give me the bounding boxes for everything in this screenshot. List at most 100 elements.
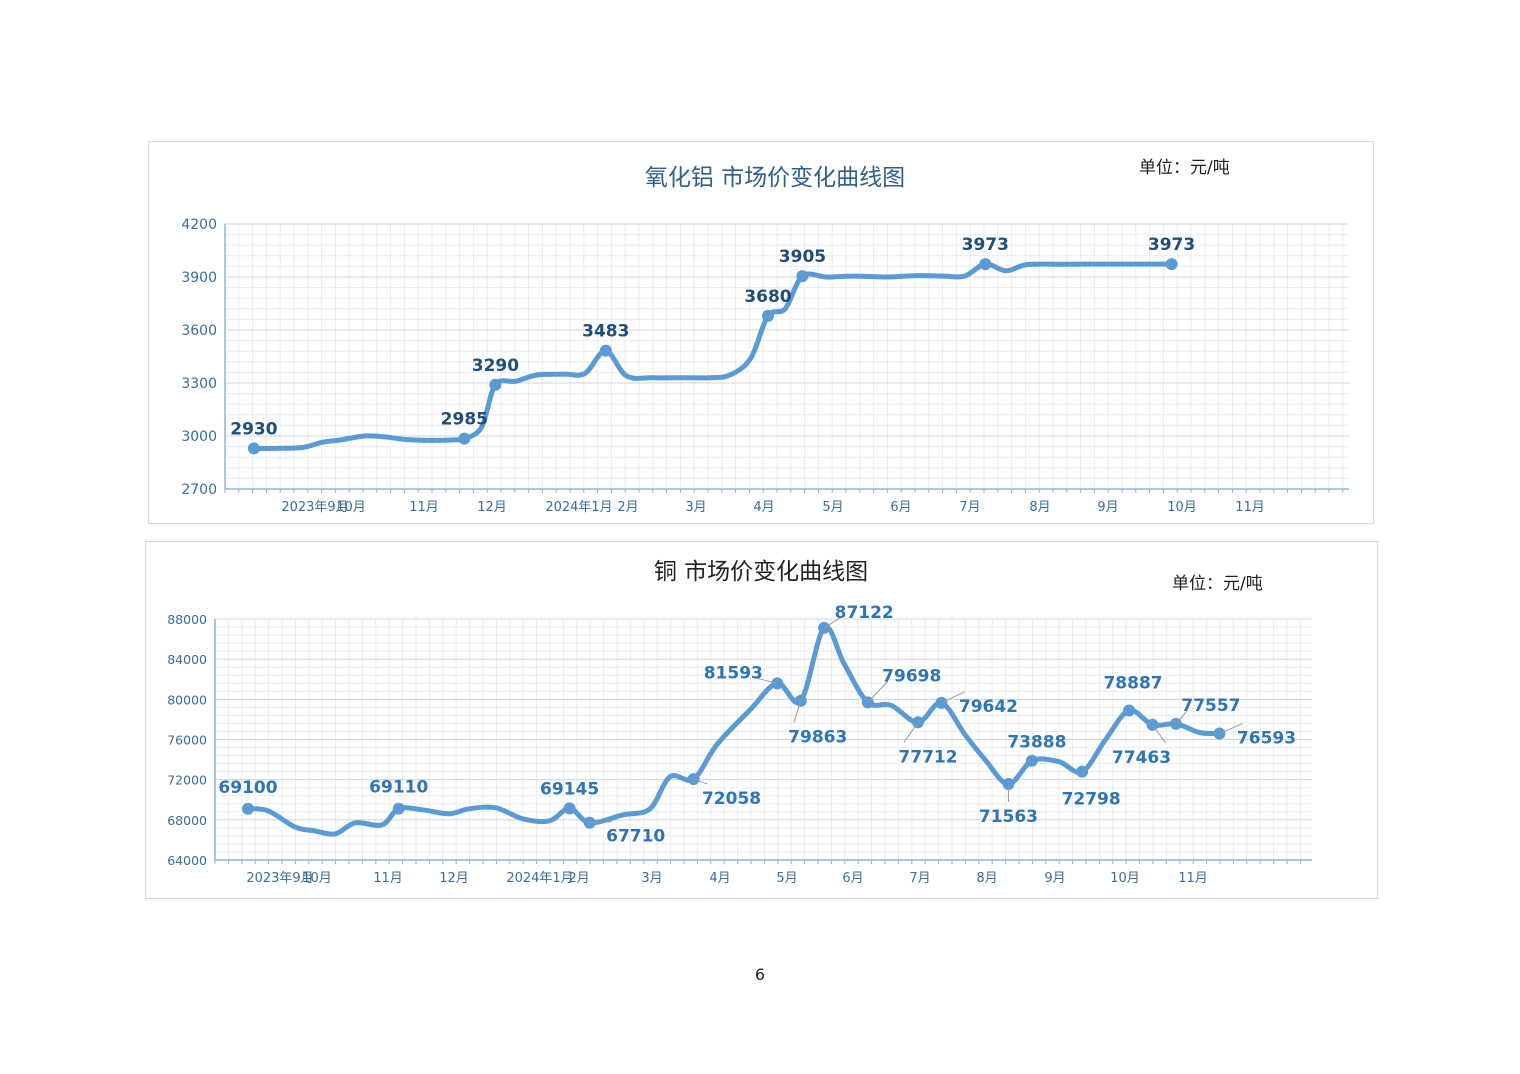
x-tick-label: 3月 [641, 871, 662, 886]
data-label: 72798 [1062, 790, 1121, 810]
data-label-leader [941, 691, 965, 704]
data-label: 77557 [1181, 696, 1240, 716]
data-label: 72058 [702, 789, 761, 809]
data-point [599, 344, 612, 357]
data-label: 77712 [898, 747, 957, 767]
data-label-leader [1175, 710, 1188, 725]
data-point [247, 442, 260, 455]
y-tick-label: 88000 [167, 612, 207, 627]
x-tick-label: 9月 [1097, 500, 1118, 515]
x-tick-label: 2023年9月 [246, 871, 313, 886]
x-tick-label: 10月 [336, 500, 366, 515]
x-tick-label: 10月 [1110, 871, 1140, 886]
data-label: 3973 [962, 235, 1009, 255]
data-point [912, 716, 924, 729]
data-label-leader [823, 617, 841, 629]
data-label: 3680 [744, 287, 791, 307]
y-tick-label: 4200 [181, 217, 217, 233]
x-tick-label: 11月 [1235, 500, 1265, 515]
data-point [979, 258, 992, 271]
data-label-leader [1152, 724, 1166, 744]
x-tick-label: 9月 [1044, 871, 1065, 886]
x-tick-label: 11月 [1178, 871, 1208, 886]
y-tick-label: 80000 [167, 692, 207, 707]
x-tick-label: 2月 [568, 871, 589, 886]
chart1-title: 氧化铝 市场价变化曲线图 [645, 165, 905, 191]
x-tick-label: 7月 [909, 871, 930, 886]
copper-chart: 铜 市场价变化曲线图 单位：元/吨 88000 84000 80000 76000 7200… [167, 559, 1312, 886]
alumina-chart-panel: 氧化铝 市场价变化曲线图 单位：元/吨 4200 3900 3600 3300 3000 27… [148, 141, 1374, 524]
data-point [1165, 258, 1178, 271]
x-tick-label: 8月 [976, 871, 997, 886]
x-tick-label: 12月 [439, 871, 469, 886]
x-tick-label: 4月 [753, 500, 774, 515]
x-tick-label: 11月 [409, 500, 439, 515]
alumina-chart: 氧化铝 市场价变化曲线图 单位：元/吨 4200 3900 3600 3300 3000 27… [181, 158, 1349, 515]
data-label-leader [793, 700, 802, 723]
y-tick-label: 3600 [181, 323, 217, 339]
x-tick-label: 10月 [302, 871, 332, 886]
data-label: 81593 [704, 663, 763, 683]
data-point [1123, 704, 1136, 717]
x-tick-label: 6月 [890, 500, 911, 515]
x-tick-label: 2024年1月 [545, 500, 612, 515]
y-tick-label: 3300 [181, 376, 217, 392]
y-tick-label: 68000 [167, 813, 207, 828]
data-label: 2985 [441, 410, 488, 430]
data-label-leader [867, 681, 889, 703]
data-point [392, 802, 405, 815]
x-tick-label: 11月 [373, 871, 403, 886]
data-label-leader [1219, 723, 1243, 735]
x-tick-label: 6月 [842, 871, 863, 886]
data-label: 79863 [788, 728, 847, 748]
data-point [1146, 718, 1159, 731]
data-label-leader [589, 821, 612, 824]
y-tick-label: 3900 [181, 270, 217, 286]
data-point [1076, 765, 1089, 778]
data-label: 3290 [472, 356, 519, 376]
data-label: 3905 [779, 247, 826, 267]
data-label: 87122 [835, 603, 894, 623]
data-point [771, 677, 784, 690]
data-point [242, 802, 254, 815]
data-point [1025, 754, 1038, 767]
data-point [489, 378, 502, 391]
y-tick-label: 2700 [181, 482, 217, 498]
chart1-series-line [251, 261, 1175, 451]
x-tick-label: 2月 [617, 500, 638, 515]
data-label: 71563 [979, 807, 1038, 827]
data-label: 67710 [606, 827, 665, 847]
chart1-unit-label: 单位：元/吨 [1139, 158, 1230, 178]
data-label-leader [757, 677, 778, 684]
data-point [761, 309, 774, 322]
x-tick-label: 10月 [1167, 500, 1197, 515]
x-tick-label: 12月 [477, 500, 507, 515]
data-label: 77463 [1112, 748, 1171, 768]
data-label: 76593 [1237, 729, 1296, 749]
chart2-title: 铜 市场价变化曲线图 [654, 559, 868, 585]
y-tick-label: 64000 [167, 853, 207, 868]
data-label: 69145 [540, 779, 599, 799]
y-tick-label: 3000 [181, 429, 217, 445]
data-label: 3973 [1148, 235, 1195, 255]
data-label: 2930 [230, 419, 277, 439]
data-label-leader [693, 778, 708, 785]
data-point [458, 432, 471, 445]
data-label: 78887 [1103, 674, 1162, 694]
data-point [818, 621, 831, 634]
data-point [796, 270, 809, 283]
data-label: 79642 [959, 697, 1018, 717]
copper-chart-panel: 铜 市场价变化曲线图 单位：元/吨 88000 84000 80000 76000 7200… [145, 541, 1378, 899]
data-point [563, 802, 576, 815]
x-tick-label: 3月 [685, 500, 706, 515]
chart1-grid [224, 223, 1349, 490]
y-tick-label: 72000 [167, 773, 207, 788]
y-tick-label: 76000 [167, 733, 207, 748]
chart1-plot-area [225, 224, 1349, 489]
x-tick-label: 5月 [776, 871, 797, 886]
data-label: 73888 [1007, 733, 1066, 753]
chart2-grid [214, 618, 1312, 861]
x-tick-label: 2023年9月 [281, 500, 348, 515]
x-tick-label: 2024年1月 [506, 871, 573, 886]
data-label: 69100 [218, 778, 277, 798]
